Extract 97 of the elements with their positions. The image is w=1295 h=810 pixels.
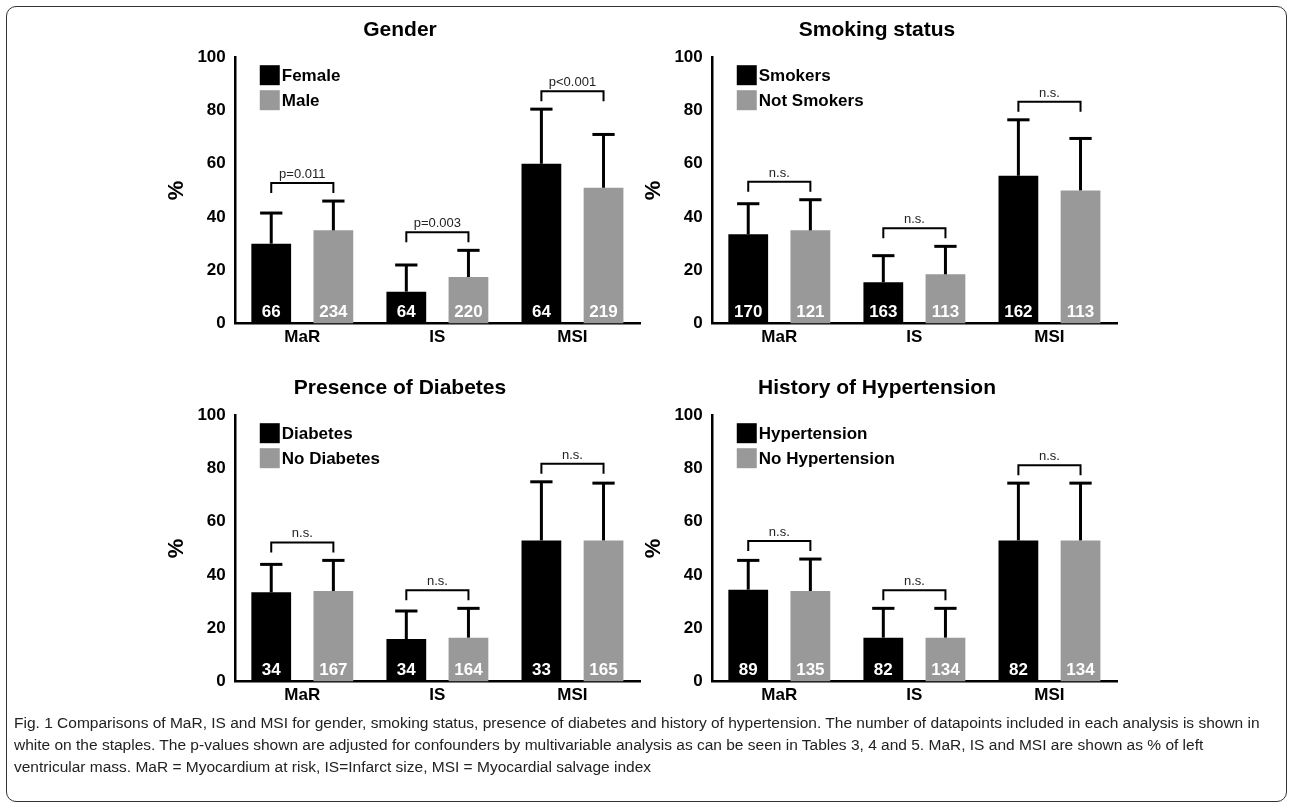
y-tick-label: 40 xyxy=(206,206,226,226)
annotation: 82 xyxy=(1008,659,1028,679)
chart-title: Smoking status xyxy=(798,17,956,41)
annotation: 121 xyxy=(796,301,825,321)
legend-label: No Hypertension xyxy=(758,448,895,468)
bar xyxy=(1060,540,1101,682)
bar xyxy=(313,230,354,324)
annotation: 219 xyxy=(589,301,618,321)
caption: Fig. 1 Comparisons of MaR, IS and MSI for gender, smoking status, presence of diabetes and history of hypertension. The number of datapoints included in each analysis is shown in white on the staples. The p-values shown are adjusted for confounders by multivariable analysis as can be seen in Tables 3, 4 and 5. MaR, IS and MSI are shown as % of left ventricular mass. MaR = Myocardium at risk, IS=Infarct size, MSI = Myocardial salvage index xyxy=(14,713,1261,777)
annotation: 220 xyxy=(454,301,483,321)
y-tick-label: 100 xyxy=(197,46,226,66)
annotation: 135 xyxy=(796,659,825,679)
y-axis-title: % xyxy=(163,538,189,559)
annotation: 163 xyxy=(869,301,898,321)
y-tick-label: 60 xyxy=(206,511,226,531)
legend-label: Not Smokers xyxy=(758,90,864,110)
legend-label: No Diabetes xyxy=(281,448,381,468)
y-tick-label: 0 xyxy=(693,313,703,333)
annotation: 134 xyxy=(931,659,961,679)
bar xyxy=(790,230,831,324)
annotation: p=0.011 xyxy=(279,166,326,182)
y-tick-label: 60 xyxy=(206,153,226,173)
x-tick-label: IS xyxy=(429,685,446,705)
legend-label: Male xyxy=(281,90,320,110)
annotation: 82 xyxy=(873,659,893,679)
annotation: p=0.003 xyxy=(413,215,462,231)
annotation: 234 xyxy=(319,301,349,321)
annotation: n.s. xyxy=(903,573,925,589)
y-tick-label: 20 xyxy=(206,260,226,280)
bar xyxy=(583,540,624,682)
annotation: n.s. xyxy=(903,211,925,227)
x-tick-label: MSI xyxy=(1034,685,1065,705)
x-tick-label: MaR xyxy=(284,685,321,705)
annotation: 64 xyxy=(396,301,417,321)
bar xyxy=(1060,190,1101,324)
legend-label: Diabetes xyxy=(281,423,353,443)
y-tick-label: 100 xyxy=(674,404,703,424)
y-axis-title: % xyxy=(163,180,189,201)
annotation: n.s. xyxy=(1038,448,1060,464)
y-tick-label: 100 xyxy=(197,404,226,424)
x-tick-label: MSI xyxy=(557,327,588,347)
annotation: 167 xyxy=(319,659,348,679)
y-tick-label: 60 xyxy=(683,153,703,173)
x-tick-label: IS xyxy=(906,327,923,347)
legend-label: Hypertension xyxy=(758,423,868,443)
y-tick-label: 80 xyxy=(683,458,703,478)
y-tick-label: 20 xyxy=(683,618,703,638)
annotation: 164 xyxy=(454,659,484,679)
y-tick-label: 40 xyxy=(683,206,703,226)
annotation: n.s. xyxy=(1038,84,1060,100)
annotation: 33 xyxy=(531,659,551,679)
annotation: 113 xyxy=(1066,301,1095,321)
annotation: n.s. xyxy=(426,573,448,589)
x-tick-label: MaR xyxy=(761,685,798,705)
annotation: n.s. xyxy=(768,524,790,540)
bar xyxy=(313,591,354,682)
x-tick-label: MSI xyxy=(557,685,588,705)
y-tick-label: 80 xyxy=(683,100,703,120)
annotation: 165 xyxy=(589,659,618,679)
x-tick-label: IS xyxy=(906,685,923,705)
annotation: 34 xyxy=(261,659,282,679)
y-axis-title: % xyxy=(640,180,666,201)
chart-title: Presence of Diabetes xyxy=(293,375,507,399)
bar xyxy=(790,591,831,682)
annotation: 66 xyxy=(261,301,281,321)
x-tick-label: MaR xyxy=(761,327,798,347)
y-tick-label: 20 xyxy=(206,618,226,638)
annotation: 134 xyxy=(1066,659,1096,679)
annotation: p<0.001 xyxy=(548,74,597,90)
x-tick-label: IS xyxy=(429,327,446,347)
y-tick-label: 40 xyxy=(683,564,703,584)
y-tick-label: 20 xyxy=(683,260,703,280)
bar xyxy=(583,187,624,324)
annotation: 113 xyxy=(931,301,960,321)
y-tick-label: 0 xyxy=(216,671,226,691)
annotation: 162 xyxy=(1004,301,1033,321)
y-tick-label: 100 xyxy=(674,46,703,66)
y-tick-label: 80 xyxy=(206,100,226,120)
annotation: n.s. xyxy=(561,446,583,462)
annotation: n.s. xyxy=(768,164,790,180)
x-tick-label: MaR xyxy=(284,327,321,347)
annotation: 64 xyxy=(531,301,552,321)
x-tick-label: MSI xyxy=(1034,327,1065,347)
y-tick-label: 40 xyxy=(206,564,226,584)
y-tick-label: 0 xyxy=(693,671,703,691)
legend-label: Smokers xyxy=(758,65,831,85)
annotation: 170 xyxy=(734,301,763,321)
y-tick-label: 0 xyxy=(216,313,226,333)
chart-title: History of Hypertension xyxy=(757,375,997,399)
annotation: n.s. xyxy=(291,525,313,541)
y-tick-label: 80 xyxy=(206,458,226,478)
y-axis-title: % xyxy=(640,538,666,559)
legend-label: Female xyxy=(281,65,341,85)
annotation: 89 xyxy=(738,659,758,679)
annotation: 34 xyxy=(396,659,417,679)
chart-title: Gender xyxy=(363,17,437,41)
y-tick-label: 60 xyxy=(683,511,703,531)
